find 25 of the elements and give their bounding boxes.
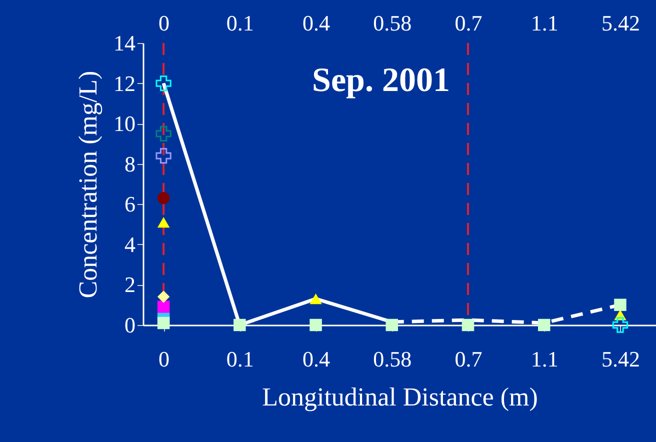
x-tick-label: 1.1 (530, 10, 558, 36)
category-label: 0.58 (373, 346, 412, 372)
category-label: 0 (158, 346, 170, 372)
category-label: 1.1 (530, 346, 558, 372)
y-tick-label: 12 (114, 70, 136, 96)
x-tick-label: 0.4 (302, 10, 330, 36)
y-tick-label: 14 (114, 30, 136, 56)
y-tick-label: 4 (124, 232, 136, 257)
category-label: 0.4 (302, 346, 330, 372)
x-tick-label: 0.58 (373, 10, 412, 36)
y-tick-label: 8 (124, 151, 136, 176)
y-tick-label: 6 (124, 192, 136, 217)
category-label: 0.1 (226, 346, 254, 372)
annotation: Sep. 2001 (312, 62, 450, 99)
y-tick-label: 0 (124, 312, 136, 338)
category-label: 5.42 (601, 346, 640, 372)
x-axis-title: Longitudinal Distance (m) (262, 382, 538, 412)
y-tick-label: 10 (114, 111, 136, 136)
x-tick-label: 0 (158, 10, 170, 36)
x-tick-label: 0.7 (454, 10, 482, 36)
y-tick-label: 2 (124, 272, 136, 298)
x-tick-label: 5.42 (601, 10, 640, 36)
y-axis-title: Concentration (mg/L) (74, 70, 102, 298)
x-tick-label: 0.1 (226, 10, 254, 36)
category-label: 0.7 (454, 346, 482, 372)
